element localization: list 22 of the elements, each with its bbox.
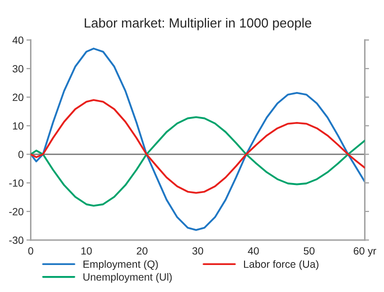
y-tick-label: -20: [9, 208, 24, 216]
legend-label: Labor force (Ua): [244, 260, 318, 270]
y-tick-label: -30: [9, 236, 24, 244]
y-tick-label: 40: [12, 36, 24, 44]
line-series: [30, 48, 365, 231]
legend-label: Unemployment (Ul): [83, 273, 172, 283]
line-series: [30, 99, 365, 194]
y-tick-label: 10: [12, 122, 24, 130]
legend-label: Employment (Q): [84, 260, 158, 270]
x-tick-label: 20: [136, 247, 148, 255]
x-tick-label: 40: [248, 247, 259, 255]
x-tick-label: 10: [81, 247, 92, 255]
line-series: [30, 116, 365, 207]
chart-title: Labor market: Multiplier in 1000 people: [84, 18, 312, 30]
y-tick-label: -10: [9, 179, 24, 187]
x-tick-label: 50: [304, 247, 315, 255]
y-tick-label: 20: [12, 94, 24, 102]
y-tick-label: 0: [18, 150, 24, 158]
y-tick-label: 30: [12, 65, 24, 72]
x-tick-label: 0: [28, 247, 34, 255]
x-tick-label: 30: [192, 247, 204, 255]
x-tick-label: 60 yr: [354, 247, 376, 257]
